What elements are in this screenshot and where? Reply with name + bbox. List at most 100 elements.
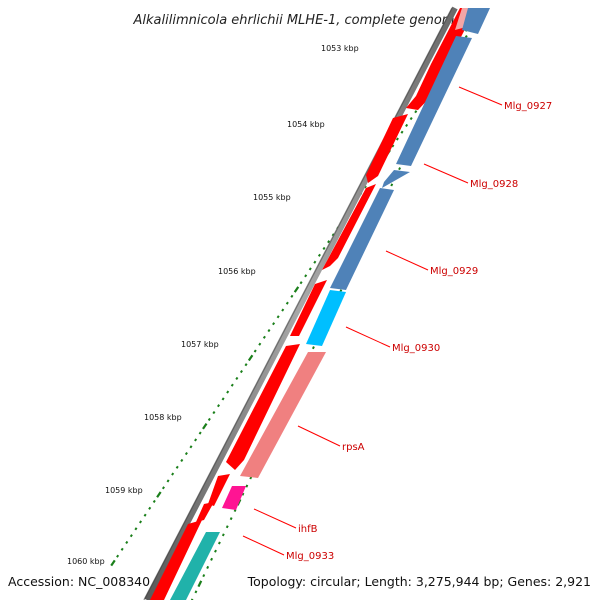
outer-scale-minor-tick	[207, 417, 211, 421]
inner-scale-minor-tick	[206, 565, 210, 569]
kbp-label-1060: 1060 kbp	[67, 557, 105, 566]
outer-scale-minor-tick	[180, 458, 184, 462]
accession-text: Accession: NC_008340	[8, 574, 151, 589]
gene-label-mlg0929[interactable]: Mlg_0929	[430, 266, 478, 277]
gene-feature	[462, 8, 490, 34]
kbp-label-1057: 1057 kbp	[181, 340, 219, 349]
gene-feature	[150, 520, 202, 600]
gene-feature-arrow	[406, 64, 447, 110]
outer-scale-minor-tick	[262, 335, 266, 339]
outer-scale-major-tick	[110, 559, 116, 567]
outer-scale-minor-tick	[235, 376, 239, 380]
outer-scale-minor-tick	[272, 322, 276, 326]
outer-scale-major-tick	[247, 354, 254, 362]
outer-scale-minor-tick	[125, 540, 129, 545]
outer-scale-minor-tick	[134, 527, 138, 531]
forward-strand	[150, 8, 476, 600]
outer-scale-minor-tick	[129, 534, 133, 538]
kbp-label-1059: 1059 kbp	[105, 486, 143, 495]
outer-scale-minor-tick	[285, 301, 289, 305]
inner-scale-minor-tick	[217, 541, 221, 545]
outer-scale-minor-tick	[327, 240, 331, 244]
topology-text: Topology: circular; Length: 3,275,944 bp…	[247, 574, 591, 589]
outer-scale-minor-tick	[175, 465, 179, 469]
outer-scale-minor-tick	[395, 137, 399, 141]
gene-feature	[396, 36, 472, 166]
gene-feature	[222, 486, 246, 510]
gene-label-mlg0933[interactable]: Mlg_0933	[286, 551, 334, 562]
inner-scale-minor-tick	[221, 533, 225, 537]
outer-scale-major-tick	[293, 286, 300, 293]
genome-backbone-shadow	[143, 7, 453, 600]
outer-scale-minor-tick	[267, 328, 271, 333]
inner-scale-minor-tick	[225, 525, 229, 529]
genome-backbone	[144, 6, 458, 600]
gene-feature	[366, 114, 408, 183]
outer-scale-minor-tick	[143, 513, 147, 517]
outer-scale-minor-tick	[194, 438, 198, 442]
inner-scale-minor-tick	[398, 167, 402, 171]
outer-scale-major-tick	[202, 422, 208, 430]
inner-scale-minor-tick	[194, 590, 198, 594]
gene-label-mlg0928[interactable]: Mlg_0928	[470, 179, 518, 190]
inner-scale-minor-tick	[390, 183, 394, 187]
kbp-label-1058: 1058 kbp	[144, 413, 182, 422]
outer-scale-minor-tick	[212, 411, 216, 415]
gene-label-rpsa[interactable]: rpsA	[342, 442, 365, 453]
reverse-strand	[170, 8, 490, 600]
gene-feature	[170, 532, 220, 600]
outer-scale-minor-tick	[116, 554, 120, 558]
inner-scale-minor-tick	[214, 549, 217, 553]
kbp-label-1055: 1055 kbp	[253, 193, 291, 202]
outer-scale-minor-tick	[281, 308, 285, 312]
outer-scale-minor-tick	[290, 294, 294, 298]
outer-scale-minor-tick	[276, 315, 280, 319]
outer-scale-minor-tick	[171, 472, 175, 476]
outer-scale-minor-tick	[230, 383, 234, 387]
outer-scale-minor-tick	[217, 404, 221, 408]
outer-scale-minor-tick	[120, 547, 124, 551]
gene-label-mlg0927[interactable]: Mlg_0927	[504, 101, 552, 112]
inner-scale-major-tick	[197, 580, 203, 588]
outer-scale-minor-tick	[391, 144, 395, 148]
outer-scale-minor-tick	[244, 363, 248, 367]
gene-feature	[226, 344, 300, 470]
outer-scale-minor-tick	[322, 246, 326, 251]
outer-scale-minor-tick	[148, 506, 152, 510]
outer-scale-minor-tick	[409, 117, 413, 121]
outer-scale-minor-tick	[184, 452, 188, 456]
gene-feature	[382, 170, 410, 188]
gene-feature	[208, 474, 230, 506]
outer-scale-minor-tick	[400, 130, 404, 134]
outer-scale-minor-tick	[258, 342, 262, 346]
gene-label-ihfb[interactable]: ihfB	[298, 524, 318, 535]
inner-scale-minor-tick	[311, 346, 315, 350]
inner-scale-minor-tick	[202, 574, 206, 578]
outer-scale-minor-tick	[221, 397, 225, 401]
inner-scale-minor-tick	[241, 492, 245, 496]
gene-label-mlg0930[interactable]: Mlg_0930	[392, 343, 440, 354]
map-title: Alkalilimnicola ehrlichii MLHE-1, comple…	[133, 13, 463, 28]
inner-scale-minor-tick	[190, 598, 194, 600]
outer-scale-minor-tick	[152, 499, 156, 504]
outer-scale-minor-tick	[414, 110, 418, 114]
outer-scale-minor-tick	[253, 349, 257, 353]
outer-scale-minor-tick	[198, 431, 202, 435]
outer-scale-minor-tick	[226, 390, 230, 394]
kbp-label-1053: 1053 kbp	[321, 44, 359, 53]
gene-feature	[196, 502, 214, 522]
outer-scale-minor-tick	[405, 123, 409, 127]
gene-feature	[240, 352, 326, 478]
outer-scale-minor-tick	[139, 520, 143, 524]
inner-scale-minor-tick	[210, 557, 214, 561]
gene-callouts	[242, 86, 503, 556]
gene-feature	[330, 188, 394, 290]
gene-feature	[290, 280, 327, 336]
outer-scale-minor-tick	[166, 479, 170, 483]
outer-scale-minor-tick	[308, 267, 312, 271]
outer-scale-minor-tick	[317, 253, 321, 257]
kbp-label-1056: 1056 kbp	[218, 267, 256, 276]
inner-scale-minor-tick	[245, 484, 249, 488]
gene-feature	[306, 290, 346, 346]
